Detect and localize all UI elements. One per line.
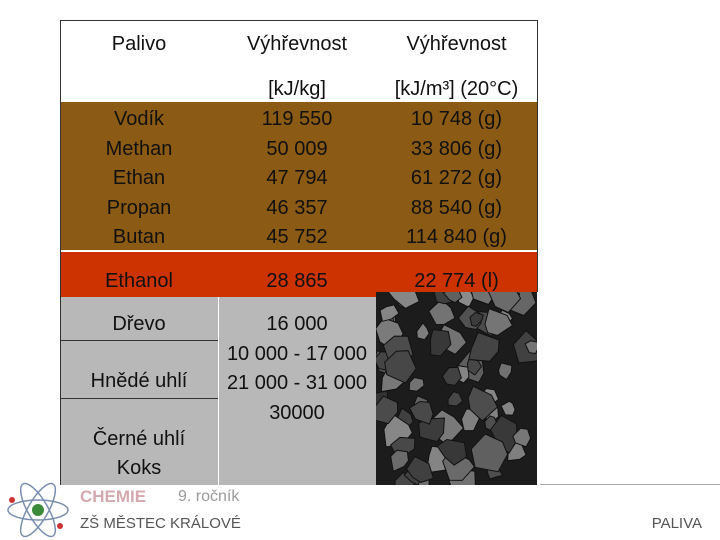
coal-rock bbox=[376, 395, 399, 425]
cell: 50 009 bbox=[266, 137, 328, 160]
coal-rock bbox=[487, 292, 522, 314]
cell: Ethan bbox=[112, 167, 166, 189]
coal-rock bbox=[512, 329, 537, 364]
cell: Černé uhlí bbox=[92, 428, 186, 450]
cell: Hnědé uhlí bbox=[90, 370, 188, 392]
coal-rock bbox=[447, 391, 464, 407]
ethanol-band bbox=[60, 252, 537, 297]
coal-rock bbox=[524, 340, 537, 355]
cell: 33 806 (g) bbox=[410, 137, 503, 160]
cell: Ethanol bbox=[105, 270, 173, 292]
cell: 21 000 - 31 000 bbox=[226, 372, 368, 394]
coal-rock bbox=[466, 357, 482, 376]
cell: 46 357 bbox=[266, 196, 328, 219]
coal-rock bbox=[384, 350, 417, 384]
cell: Vodík bbox=[113, 108, 165, 130]
border bbox=[60, 20, 538, 21]
coal-image bbox=[376, 292, 537, 485]
coal-rock bbox=[500, 400, 516, 416]
header-cell: Výhřevnost bbox=[246, 33, 348, 55]
solid-values: 16 000 10 000 - 17 000 21 000 - 31 000 3… bbox=[218, 310, 376, 428]
border bbox=[60, 340, 218, 341]
coal-rock bbox=[471, 292, 496, 306]
unit-cell: [kJ/kg] bbox=[268, 78, 326, 100]
border bbox=[537, 20, 538, 292]
coal-rock bbox=[428, 298, 456, 326]
cell: Dřevo bbox=[112, 313, 166, 335]
coal-rock bbox=[467, 385, 499, 422]
topic: PALIVA bbox=[651, 515, 702, 532]
school: ZŠ MĚSTEC KRÁLOVÉ bbox=[80, 515, 241, 532]
coal-rock bbox=[379, 304, 400, 322]
coal-rock bbox=[497, 362, 513, 381]
coal-rocks bbox=[376, 292, 537, 485]
brand: CHEMIE bbox=[80, 487, 147, 506]
cell: 47 794 bbox=[266, 167, 328, 189]
coal-rock bbox=[468, 331, 500, 362]
border bbox=[60, 20, 61, 485]
coal-rock bbox=[436, 438, 468, 466]
cell: 114 840 (g) bbox=[406, 226, 507, 248]
coal-rock bbox=[416, 322, 430, 341]
cell: Methan bbox=[105, 137, 173, 160]
cell: 10 000 - 17 000 bbox=[226, 342, 368, 365]
coal-rock bbox=[387, 292, 420, 309]
cell: 28 865 bbox=[266, 270, 328, 292]
cell: 22 774 (l) bbox=[414, 270, 499, 292]
cell: 88 540 (g) bbox=[410, 196, 503, 219]
cell: 61 272 (g) bbox=[410, 167, 503, 189]
coal-rock bbox=[512, 427, 532, 448]
coal-rock bbox=[408, 400, 434, 425]
coal-rock bbox=[470, 433, 509, 473]
cell: Propan bbox=[106, 196, 172, 219]
coal-rock bbox=[408, 376, 425, 392]
unit-cell: [kJ/m³] (20°C) bbox=[394, 78, 519, 100]
border bbox=[218, 297, 219, 485]
border bbox=[60, 398, 218, 399]
coal-rock bbox=[441, 366, 462, 386]
footer-rule bbox=[540, 484, 720, 485]
header-cell: Výhřevnost bbox=[406, 33, 507, 55]
coal-rock bbox=[405, 455, 435, 483]
cell: Koks bbox=[116, 457, 162, 479]
coal-rock bbox=[442, 292, 463, 304]
coal-rock bbox=[489, 414, 518, 454]
gas-band bbox=[60, 102, 537, 250]
coal-rock bbox=[390, 449, 410, 473]
cell: 16 000 bbox=[266, 313, 328, 335]
coal-rock bbox=[429, 328, 452, 357]
cell: 10 748 (g) bbox=[410, 108, 503, 130]
cell: Butan bbox=[112, 226, 166, 248]
atom-logo bbox=[7, 482, 69, 538]
cell: 119 550 bbox=[261, 108, 333, 130]
cell: 30000 bbox=[269, 401, 325, 424]
cell: 45 752 bbox=[266, 226, 328, 248]
coal-rock bbox=[469, 311, 484, 327]
coal-rock bbox=[418, 417, 445, 443]
header-cell: Palivo bbox=[111, 33, 167, 55]
grade: 9. ročník bbox=[178, 488, 240, 505]
coal-rock bbox=[484, 307, 514, 337]
